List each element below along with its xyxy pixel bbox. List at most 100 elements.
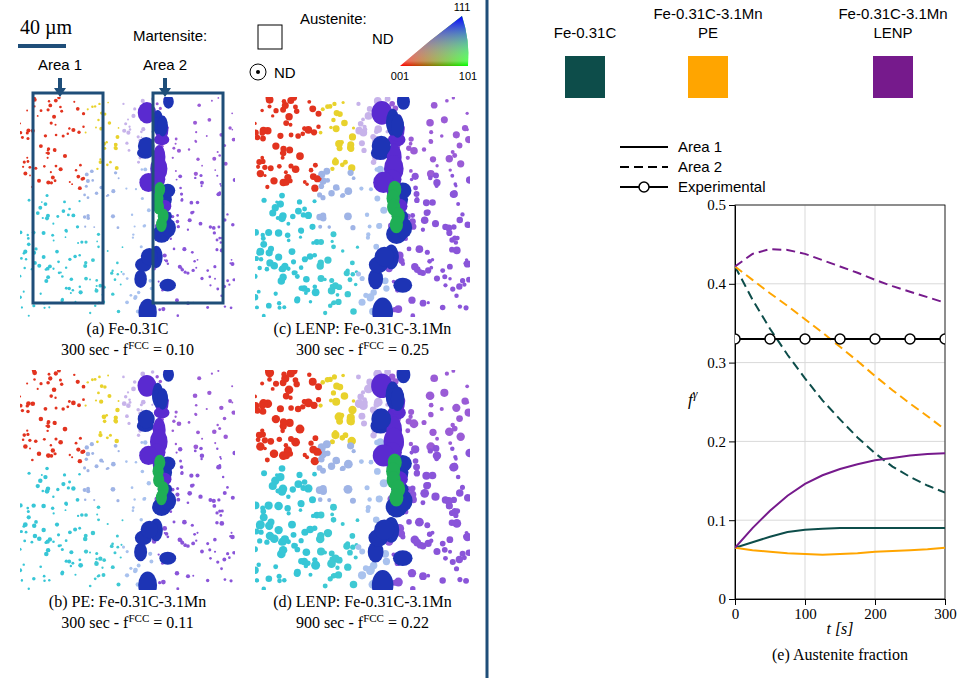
grain	[71, 128, 75, 132]
ipf-key	[400, 16, 468, 66]
grain	[356, 102, 360, 106]
grain	[410, 586, 415, 590]
grain	[374, 440, 379, 445]
grain	[232, 138, 235, 142]
grain	[158, 308, 161, 311]
grain	[76, 225, 79, 228]
grain	[420, 500, 425, 505]
series-line	[735, 453, 945, 548]
grain	[65, 230, 68, 233]
grain	[279, 193, 285, 199]
ipf-axis-label: ND	[372, 30, 394, 47]
grain	[409, 136, 414, 141]
grain	[82, 126, 84, 128]
grain	[267, 438, 274, 445]
grain	[84, 513, 88, 517]
grain	[50, 444, 52, 446]
grain	[37, 115, 39, 117]
grain	[341, 193, 346, 198]
grain	[359, 459, 364, 464]
tick-label: 0.5	[707, 197, 726, 213]
grain	[195, 267, 197, 269]
grain	[116, 546, 119, 549]
grain	[255, 578, 259, 582]
grain	[110, 272, 113, 275]
grain	[300, 404, 305, 409]
grain	[85, 445, 89, 449]
grain	[76, 107, 80, 111]
grain	[161, 307, 165, 311]
grain	[277, 201, 284, 208]
grain	[45, 467, 49, 471]
grain	[288, 405, 294, 411]
grain	[161, 580, 166, 585]
grain	[42, 217, 44, 219]
grain	[100, 384, 104, 388]
grain	[231, 496, 235, 500]
grain	[61, 275, 64, 278]
legend-label: Area 1	[678, 138, 722, 155]
grain	[140, 403, 143, 406]
grain	[450, 463, 459, 472]
grain	[38, 479, 42, 483]
grain	[308, 441, 313, 446]
grain	[26, 131, 29, 134]
grain	[226, 279, 229, 282]
grain	[347, 550, 353, 556]
grain	[101, 567, 103, 569]
area-box	[153, 93, 223, 303]
grain	[331, 390, 336, 395]
grain	[27, 515, 31, 519]
grain	[133, 107, 136, 110]
grain	[318, 497, 323, 502]
grain	[232, 551, 235, 555]
grain	[341, 522, 345, 526]
grain	[118, 450, 120, 452]
grain	[34, 520, 38, 524]
grain	[48, 579, 50, 581]
grain	[276, 473, 284, 481]
grain	[194, 449, 197, 452]
grain	[77, 515, 79, 517]
grain	[42, 255, 46, 259]
ipf-key-overlay	[400, 16, 468, 66]
grain	[46, 548, 50, 552]
grain	[429, 130, 433, 134]
grain	[47, 147, 50, 150]
grain	[257, 538, 262, 543]
grain	[410, 419, 419, 428]
grain	[446, 230, 452, 236]
grain	[341, 392, 349, 400]
grain	[454, 293, 458, 297]
grain	[267, 104, 271, 108]
grain	[305, 455, 309, 459]
grain	[79, 290, 83, 294]
grain	[421, 228, 425, 232]
grain	[423, 482, 431, 490]
grain	[277, 133, 283, 139]
grain	[359, 549, 365, 555]
grain	[20, 275, 21, 278]
grain	[124, 122, 127, 125]
tick-label: 0.1	[707, 513, 726, 529]
grain	[269, 482, 277, 490]
grain	[91, 258, 95, 262]
grain	[277, 306, 281, 310]
grain	[281, 156, 285, 160]
grid	[735, 205, 945, 599]
grain	[29, 447, 31, 449]
map-fraction-prefix: 900 sec - f	[296, 614, 364, 631]
grain	[262, 586, 266, 590]
grain	[212, 157, 216, 161]
grain	[298, 500, 305, 507]
series-marker	[765, 334, 775, 344]
grain	[217, 226, 220, 229]
grain	[193, 393, 198, 398]
chart-caption: (e) Austenite fraction	[772, 646, 908, 664]
grain	[56, 215, 59, 218]
grain	[141, 197, 144, 200]
grain-blob	[159, 552, 176, 565]
grain	[116, 583, 120, 587]
grain	[450, 174, 454, 178]
grain	[295, 208, 302, 215]
